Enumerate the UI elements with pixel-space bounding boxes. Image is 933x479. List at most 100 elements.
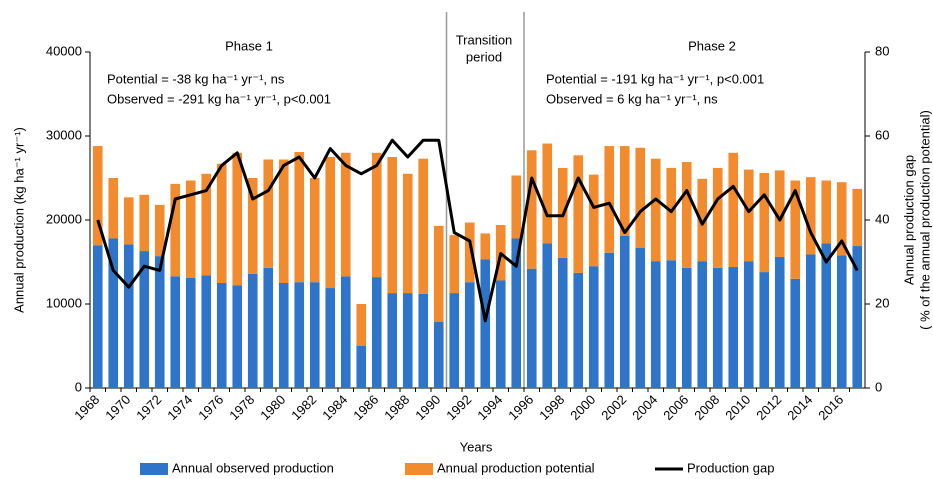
bar (263, 267, 274, 388)
bar (852, 188, 863, 247)
bar (232, 285, 243, 388)
bar (542, 243, 553, 388)
x-tick-label: 1986 (350, 392, 381, 423)
bar (650, 261, 661, 388)
bar (836, 182, 847, 256)
bar (433, 225, 444, 322)
bar (666, 167, 677, 261)
bar (123, 244, 134, 388)
bar (418, 293, 429, 388)
y-tick-label: 30000 (46, 127, 82, 142)
bar (542, 143, 553, 244)
x-tick-label: 1980 (257, 392, 288, 423)
bar (185, 180, 196, 278)
bar (201, 173, 212, 276)
y2-tick-label: 60 (875, 127, 889, 142)
bar (666, 260, 677, 388)
bar (92, 146, 103, 246)
x-tick-label: 2014 (784, 392, 815, 423)
y-tick-label: 10000 (46, 295, 82, 310)
bar (697, 178, 708, 262)
bar (433, 321, 444, 388)
stat-text: Observed = -291 kg ha⁻¹ yr⁻¹, p<0.001 (107, 91, 331, 106)
y-tick-label: 40000 (46, 43, 82, 58)
x-tick-label: 1974 (164, 392, 195, 423)
bar (759, 272, 770, 388)
x-tick-label: 1998 (536, 392, 567, 423)
y2-tick-label: 0 (875, 379, 882, 394)
bar (790, 278, 801, 388)
bar (836, 255, 847, 388)
bar (650, 158, 661, 262)
bar (573, 272, 584, 388)
bar (821, 243, 832, 388)
x-tick-label: 2016 (815, 392, 846, 423)
bar (573, 155, 584, 273)
x-tick-label: 2006 (660, 392, 691, 423)
bar (108, 178, 119, 239)
bar (805, 177, 816, 255)
bar (728, 152, 739, 268)
bar (356, 346, 367, 388)
y2-axis-title: ( % of the annual production potential) (917, 110, 932, 330)
x-tick-label: 1992 (443, 392, 474, 423)
bar (526, 268, 537, 388)
bar (278, 283, 289, 388)
legend-label: Annual observed production (172, 460, 334, 475)
bar (309, 178, 320, 283)
bar (480, 233, 491, 260)
bar (371, 152, 382, 278)
y2-axis-title: Annual production gap (901, 155, 916, 285)
bar (449, 235, 460, 294)
legend-swatch (140, 463, 168, 475)
y-axis-title: Annual production (kg ha⁻¹ yr⁻¹) (11, 127, 26, 313)
bar (774, 170, 785, 257)
bar (201, 275, 212, 388)
bar (635, 247, 646, 388)
bar (464, 282, 475, 388)
bar (340, 276, 351, 388)
bar (728, 267, 739, 388)
bar (604, 252, 615, 388)
bar (511, 175, 522, 239)
x-tick-label: 1996 (505, 392, 536, 423)
gap-line (96, 138, 859, 323)
legend-swatch (405, 463, 433, 475)
bar (464, 222, 475, 283)
bar (619, 146, 630, 236)
bar (371, 277, 382, 388)
bar (681, 267, 692, 388)
bar (356, 304, 367, 346)
bar (154, 256, 165, 388)
x-tick-label: 2010 (722, 392, 753, 423)
bar (774, 256, 785, 388)
bar (185, 277, 196, 388)
y2-tick-label: 20 (875, 295, 889, 310)
bar (480, 259, 491, 388)
bar (108, 238, 119, 388)
bar (588, 174, 599, 267)
bar (154, 204, 165, 257)
x-tick-label: 2000 (567, 392, 598, 423)
transition-label: period (466, 49, 502, 64)
x-tick-label: 2002 (598, 392, 629, 423)
bar (449, 293, 460, 388)
bar (170, 276, 181, 388)
bar (216, 283, 227, 388)
bar (387, 157, 398, 294)
bar (759, 172, 770, 273)
x-tick-label: 2008 (691, 392, 722, 423)
bar (387, 293, 398, 388)
bar (309, 282, 320, 388)
transition-label: Transition (456, 32, 513, 47)
bar (790, 180, 801, 279)
bar (635, 147, 646, 248)
bar (712, 267, 723, 388)
bar (712, 167, 723, 268)
bar (619, 235, 630, 388)
y2-tick-label: 80 (875, 43, 889, 58)
bar (139, 251, 150, 388)
bar (495, 280, 506, 388)
bar (805, 254, 816, 388)
